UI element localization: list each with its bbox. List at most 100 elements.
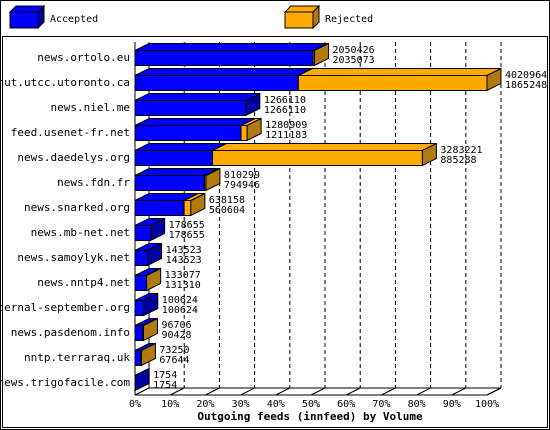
y-tick-label: news.snarked.org xyxy=(24,201,130,214)
y-tick-label: news.trigofacile.com xyxy=(0,376,130,389)
tick-mark xyxy=(205,387,220,396)
x-tick-label: 40% xyxy=(267,399,285,410)
bar-accepted-side xyxy=(134,367,150,392)
x-tick-label: 100% xyxy=(475,399,499,410)
y-tick-label: news.niel.me xyxy=(51,101,130,114)
bar-accepted-top xyxy=(134,143,227,151)
value-label: 1211183 xyxy=(265,130,307,141)
value-label: 1754 xyxy=(153,380,177,391)
x-tick-label: 90% xyxy=(443,399,461,410)
bar-accepted-top xyxy=(134,93,261,101)
bar-accepted xyxy=(134,325,144,341)
y-tick-label: eternal-september.org xyxy=(0,301,130,314)
bar-rejected-side xyxy=(190,192,206,217)
bar-rejected-side xyxy=(421,142,437,167)
x-tick-label: 60% xyxy=(337,399,355,410)
bar-rejected-side xyxy=(313,42,329,67)
tick-mark xyxy=(381,387,396,396)
tick-mark xyxy=(169,387,185,396)
value-label: 1266110 xyxy=(264,95,306,106)
value-label: 73250 xyxy=(159,345,189,356)
tick-mark xyxy=(240,387,255,396)
bar-accepted-side xyxy=(143,292,159,317)
bar-accepted xyxy=(134,125,242,141)
bar-rejected-top xyxy=(298,68,502,76)
bar-accepted xyxy=(134,350,142,366)
x-tick-label: 80% xyxy=(408,399,426,410)
y-tick-label: news.samoylyk.net xyxy=(17,251,130,264)
bar-rejected-top xyxy=(212,143,437,151)
value-label: 143523 xyxy=(166,245,202,256)
y-tick-label: nntp.terraraq.uk xyxy=(24,351,130,364)
bar-accepted-side xyxy=(147,242,163,267)
x-tick-label: 20% xyxy=(196,399,214,410)
value-label: 2050426 xyxy=(332,45,374,56)
value-label: 638158 xyxy=(209,195,245,206)
legend-label: Rejected xyxy=(325,14,373,25)
bar-accepted xyxy=(134,75,299,91)
tick-mark xyxy=(310,387,326,396)
tick-mark xyxy=(345,387,361,396)
value-label: 810299 xyxy=(224,170,260,181)
bar-accepted-top xyxy=(134,68,313,76)
bar-accepted xyxy=(134,100,247,116)
value-label: 4020964 xyxy=(505,70,547,81)
value-label: 1754 xyxy=(153,370,177,381)
bar-accepted-side xyxy=(150,217,166,242)
value-label: 178655 xyxy=(169,220,205,231)
bar-rejected-side xyxy=(486,67,502,92)
x-tick-label: 30% xyxy=(232,399,250,410)
bar-accepted xyxy=(134,275,147,291)
bar-accepted-top xyxy=(134,43,328,51)
y-tick-label: news.ortolo.eu xyxy=(37,51,130,64)
value-label: 178655 xyxy=(169,230,205,241)
bar-accepted xyxy=(134,175,206,191)
x-tick-label: 0% xyxy=(129,399,141,410)
y-tick-label: news.daedelys.org xyxy=(17,151,130,164)
bar-accepted xyxy=(134,200,185,216)
x-axis-title: Outgoing feeds (innfeed) by Volume xyxy=(197,410,423,423)
tick-mark xyxy=(416,387,431,396)
x-tick-label: 50% xyxy=(302,399,320,410)
bar-accepted xyxy=(134,225,152,241)
bar-rejected-side xyxy=(140,342,156,367)
value-label: 885288 xyxy=(440,155,476,166)
x-tick-label: 10% xyxy=(161,399,179,410)
value-label: 2035073 xyxy=(332,55,374,66)
bar-accepted-side xyxy=(245,92,261,117)
bar-rejected-side xyxy=(146,267,162,292)
value-label: 90428 xyxy=(161,330,191,341)
bar-rejected xyxy=(240,125,248,141)
plot-frame xyxy=(2,36,548,428)
tick-mark xyxy=(486,387,502,396)
bar-accepted xyxy=(134,50,314,66)
value-label: 131310 xyxy=(165,280,201,291)
y-tick-label: news.pasdenom.info xyxy=(11,326,130,339)
value-label: 96706 xyxy=(161,320,191,331)
value-label: 3283221 xyxy=(440,145,482,156)
value-label: 133077 xyxy=(165,270,201,281)
bar-rejected xyxy=(297,75,488,91)
bar-accepted xyxy=(134,150,213,166)
legend-swatch xyxy=(9,11,39,29)
bar-rejected-side xyxy=(246,117,262,142)
bar-rejected xyxy=(183,200,192,216)
value-label: 1280909 xyxy=(265,120,307,131)
tick-mark xyxy=(451,387,467,396)
y-tick-label: feed.usenet-fr.net xyxy=(11,126,130,139)
x-tick-label: 70% xyxy=(372,399,390,410)
tick-mark xyxy=(275,387,291,396)
legend-swatch xyxy=(284,11,314,29)
y-tick-label: news.mb-net.net xyxy=(31,226,130,239)
y-tick-label: news.fdn.fr xyxy=(57,176,130,189)
value-label: 1865248 xyxy=(505,80,547,91)
value-label: 1266110 xyxy=(264,105,306,116)
bar-rejected xyxy=(211,150,423,166)
bar-accepted-top xyxy=(134,118,256,126)
y-tick-label: news.nntp4.net xyxy=(37,276,130,289)
legend-label: Accepted xyxy=(50,14,98,25)
bar-rejected-side xyxy=(142,317,158,342)
value-label: 794946 xyxy=(224,180,260,191)
value-label: 100624 xyxy=(162,305,198,316)
